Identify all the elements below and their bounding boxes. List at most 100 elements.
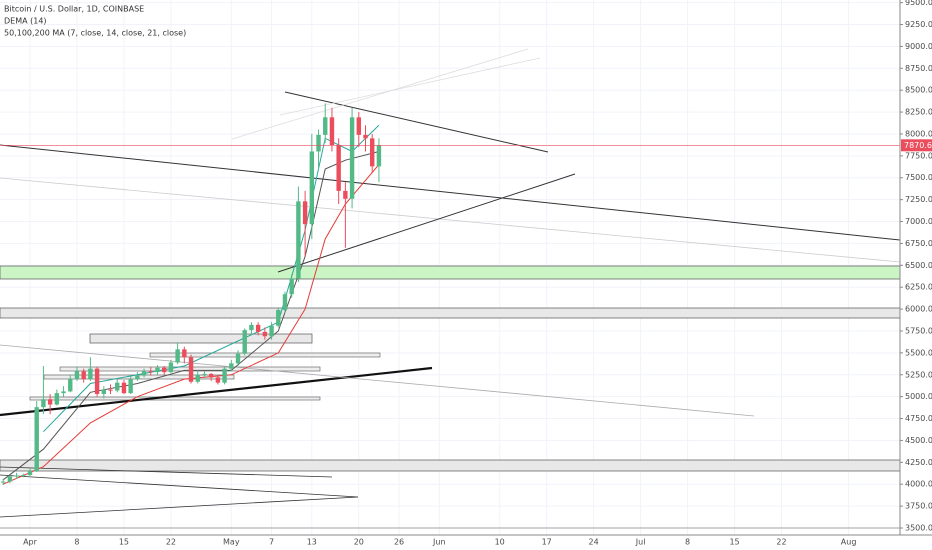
x-tick-label: Jun bbox=[432, 538, 446, 547]
y-tick-label: 8250.00 bbox=[905, 108, 932, 117]
trend-line bbox=[284, 91, 549, 153]
x-tick-label: 7 bbox=[269, 538, 274, 547]
candle-body bbox=[309, 151, 315, 225]
y-tick-label: 9250.00 bbox=[905, 20, 932, 29]
candle-body bbox=[349, 117, 355, 199]
y-tick-label: 4250.00 bbox=[905, 458, 932, 467]
candle-body bbox=[14, 475, 19, 477]
candle-body bbox=[41, 399, 46, 408]
candle-body bbox=[155, 367, 160, 373]
candle-body bbox=[175, 349, 180, 363]
trend-line bbox=[0, 496, 359, 518]
y-tick-label: 7000.00 bbox=[905, 217, 932, 226]
candle-body bbox=[141, 371, 147, 376]
indicator-label: 50,100,200 MA (7, close, 14, close, 21, … bbox=[4, 29, 186, 38]
candle-body bbox=[182, 349, 187, 358]
x-tick-label: 15 bbox=[119, 538, 129, 547]
y-tick-label: 9500.00 bbox=[905, 0, 932, 7]
x-tick-label: 17 bbox=[542, 538, 552, 547]
candle-body bbox=[356, 117, 361, 135]
y-tick-label: 9000.00 bbox=[905, 42, 932, 51]
y-tick-label: 4750.00 bbox=[905, 414, 932, 423]
y-tick-label: 3750.00 bbox=[905, 502, 932, 511]
candle-body bbox=[34, 407, 39, 472]
candle-body bbox=[68, 379, 73, 392]
y-tick-label: 8000.00 bbox=[905, 129, 932, 138]
candle-body bbox=[302, 201, 308, 225]
candle-body bbox=[54, 393, 60, 405]
trend-line bbox=[0, 177, 901, 263]
candle-body bbox=[88, 368, 93, 380]
candle-body bbox=[276, 309, 281, 326]
candle-body bbox=[296, 201, 301, 279]
y-tick-label: 6000.00 bbox=[905, 305, 932, 314]
candle-body bbox=[242, 330, 247, 354]
zone bbox=[0, 459, 901, 472]
x-tick-label: 26 bbox=[394, 538, 404, 547]
candle-body bbox=[61, 391, 66, 394]
trend-line bbox=[0, 144, 901, 241]
candle-body bbox=[101, 389, 107, 395]
candle-body bbox=[208, 373, 214, 378]
y-tick-label: 6750.00 bbox=[905, 239, 932, 248]
candle-body bbox=[121, 382, 127, 394]
y-tick-label: 6250.00 bbox=[905, 283, 932, 292]
candle-body bbox=[94, 368, 100, 395]
zone bbox=[89, 333, 313, 344]
candle-body bbox=[323, 117, 328, 135]
y-tick-label: 5750.00 bbox=[905, 326, 932, 335]
marks bbox=[0, 103, 900, 486]
drawings bbox=[0, 48, 901, 529]
y-tick-label: 6500.00 bbox=[905, 261, 932, 270]
x-tick-label: 13 bbox=[307, 538, 317, 547]
x-tick-label: 15 bbox=[729, 538, 739, 547]
y-tick-label: 7500.00 bbox=[905, 173, 932, 182]
candle-body bbox=[289, 278, 294, 295]
x-tick-label: May bbox=[223, 538, 240, 547]
trend-line bbox=[0, 474, 359, 498]
candle-body bbox=[249, 324, 254, 331]
candle-body bbox=[363, 134, 368, 139]
candle-body bbox=[343, 190, 348, 199]
last-price-box bbox=[901, 139, 932, 152]
candle-body bbox=[128, 379, 133, 394]
zone bbox=[29, 396, 321, 401]
y-tick-label: 3500.00 bbox=[905, 523, 932, 532]
trend-line bbox=[0, 366, 433, 417]
candle-body bbox=[162, 367, 167, 373]
candle-body bbox=[47, 399, 53, 405]
candle-body bbox=[316, 134, 321, 152]
y-tick-label: 8500.00 bbox=[905, 86, 932, 95]
candle-body bbox=[195, 374, 200, 382]
x-tick-label: Apr bbox=[23, 538, 38, 547]
candle-body bbox=[108, 389, 113, 391]
x-tick-label: 24 bbox=[589, 538, 599, 547]
candle-body bbox=[235, 353, 241, 364]
candle-body bbox=[376, 145, 382, 167]
grid bbox=[0, 0, 900, 535]
candle-body bbox=[27, 471, 33, 476]
candle-body bbox=[81, 371, 86, 380]
candle-body bbox=[269, 325, 274, 337]
x-tick-label: Jul bbox=[635, 538, 646, 547]
candle-body bbox=[168, 362, 174, 373]
candle-body bbox=[329, 117, 335, 146]
candle-body bbox=[135, 375, 140, 380]
candle-body bbox=[7, 476, 13, 482]
candle-body bbox=[215, 377, 221, 383]
candle-body bbox=[255, 324, 261, 332]
candle-body bbox=[74, 371, 80, 380]
trend-line bbox=[231, 48, 529, 140]
y-tick-label: 4500.00 bbox=[905, 436, 932, 445]
candle-body bbox=[115, 382, 120, 391]
candle-body bbox=[262, 331, 268, 337]
x-tick-label: 10 bbox=[495, 538, 505, 547]
candle-body bbox=[282, 294, 288, 310]
y-tick-label: 8750.00 bbox=[905, 64, 932, 73]
x-tick-label: 8 bbox=[685, 538, 690, 547]
trend-line bbox=[279, 57, 541, 116]
trend-line bbox=[0, 466, 333, 478]
moving-average bbox=[3, 164, 380, 485]
x-tick-label: 20 bbox=[354, 538, 364, 547]
